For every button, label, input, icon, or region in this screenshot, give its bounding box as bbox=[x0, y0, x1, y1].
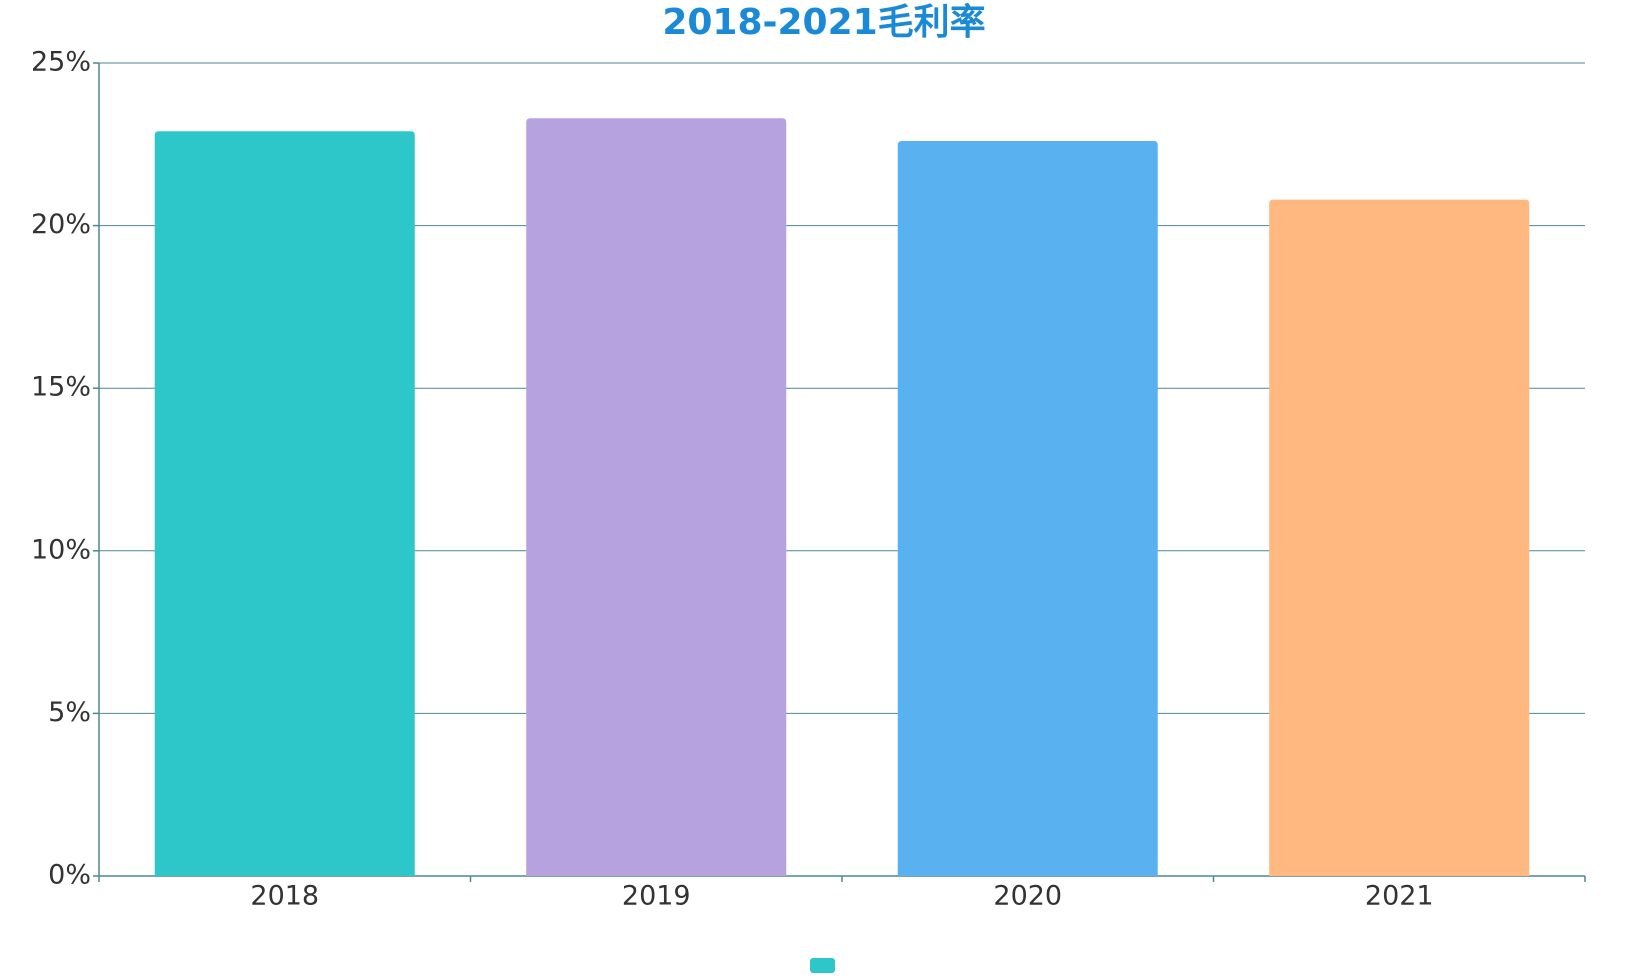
y-tick-label: 20% bbox=[31, 209, 91, 240]
y-tick-label: 0% bbox=[48, 860, 91, 891]
y-tick-label: 10% bbox=[31, 534, 91, 565]
legend-swatch bbox=[810, 958, 835, 973]
chart-title: 2018-2021毛利率 bbox=[662, 2, 985, 43]
bar bbox=[154, 131, 415, 877]
x-tick-label: 2021 bbox=[1365, 881, 1434, 912]
x-tick-label: 2018 bbox=[250, 881, 319, 912]
y-tick-label: 5% bbox=[48, 697, 91, 728]
bar bbox=[897, 141, 1158, 877]
x-tick-label: 2019 bbox=[622, 881, 691, 912]
bar bbox=[526, 118, 787, 876]
x-tick-label: 2020 bbox=[993, 881, 1062, 912]
y-tick-label: 15% bbox=[31, 372, 91, 403]
y-tick-label: 25% bbox=[31, 47, 91, 78]
bar bbox=[1269, 199, 1530, 877]
